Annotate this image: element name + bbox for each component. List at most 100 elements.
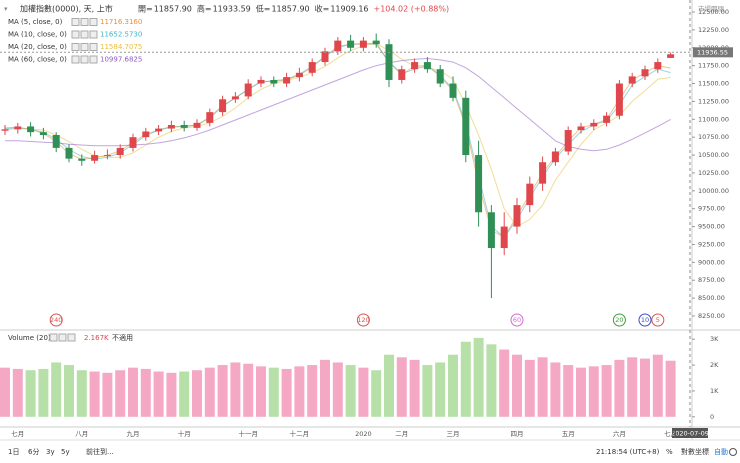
y-tick-label: 0 [710,413,714,421]
candle-body [641,69,649,77]
candle-body [628,76,636,84]
ohlc-value: 11857.90 [271,5,309,14]
candle-body [372,40,380,45]
settings-icon[interactable] [729,448,737,456]
legend-icon [89,18,98,26]
legend-name: MA (20, close, 0) [8,43,67,51]
y-tick-label: 10500.00 [698,151,729,159]
volume-bar [614,359,625,417]
candle-body [615,83,623,116]
period-label: 120 [357,316,369,324]
volume-bar [448,354,458,417]
candle-body [347,40,355,48]
candle-body [475,155,483,213]
candle-body [129,137,137,148]
volume-bar [76,370,87,417]
x-tick-label: 四月 [511,430,524,438]
legend-value: 11716.3160 [100,18,142,26]
legend-icon [89,55,98,64]
volume-bar [435,362,446,417]
candle-body [526,183,534,206]
ohlc-label: 低= [256,4,271,14]
volume-bar [473,337,484,417]
x-tick-label: 七月 [11,429,24,438]
icon[interactable] [67,333,76,342]
candle-body [321,51,329,63]
y-tick-label: 9250.00 [698,240,725,248]
percent-button[interactable]: % [666,448,673,456]
legend-name: MA (5, close, 0) [8,18,63,26]
period-label: 5 [656,316,660,324]
range-button[interactable]: 1日 [8,448,19,456]
volume-bar [89,371,100,417]
volume-bar [307,365,318,417]
crosshair-date: 2020-07-09 [671,430,709,438]
volume-bar [460,341,471,417]
volume-bar [128,367,138,417]
period-marker [49,313,63,327]
candle-body [180,125,188,128]
y-tick-label: 11500.00 [698,80,729,88]
volume-note: 不適用 [112,333,133,342]
auto-button[interactable]: 自動 [714,447,728,456]
icon[interactable] [58,333,67,342]
candle-body [39,132,47,136]
ohlc-value: 11933.59 [213,5,251,14]
ma-line [5,57,671,152]
candle-body [27,126,35,133]
candle-body [551,151,559,163]
period-label: 60 [513,316,521,324]
volume-bar [243,363,254,417]
collapse-icon[interactable]: ▾ [4,5,8,13]
volume-bar [64,365,74,417]
range-button[interactable]: 6分 [28,447,39,456]
volume-bar [345,365,356,417]
candle-body [462,97,470,156]
volume-bar [652,354,663,417]
candle-body [193,122,201,128]
candle-body [564,130,572,152]
y-tick-label: 12250.00 [698,26,729,34]
legend-icon [71,30,80,39]
legend-name: MA (60, close, 0) [8,56,67,64]
volume-bar [371,370,382,417]
volume-bar [12,368,23,417]
x-tick-label: 十二月 [290,429,310,438]
volume-bar [166,372,177,417]
legend-icon [80,18,89,26]
volume-bar [537,357,548,417]
candle-body [142,131,150,138]
volume-bar [409,359,420,417]
volume-bar [153,371,164,417]
candle-body [167,125,175,129]
candle-body [411,62,419,70]
log-button[interactable]: 對數坐標 [681,447,709,456]
icon[interactable] [49,333,58,342]
range-button[interactable]: 3y [46,448,55,456]
x-tick-label: 三月 [447,430,460,438]
y-tick-label: 2K [710,361,719,369]
volume-bar [384,354,394,417]
legend-icon [71,55,80,64]
y-tick-label: 11750.00 [698,62,729,70]
last-price-label: 11936.55 [697,48,728,56]
volume-bar [140,368,151,417]
legend-icon [80,55,89,64]
goto-button[interactable]: 前往到... [86,447,114,456]
legend-icon [80,30,89,39]
ohlc-label: 高= [197,4,212,14]
candle-body [334,40,342,52]
candle-body [359,40,367,48]
candle-body [219,99,227,113]
volume-bar [627,357,638,417]
range-button[interactable]: 5y [61,448,70,456]
candle-body [513,205,521,227]
candle-body [308,62,316,73]
candle-body [244,83,252,97]
x-tick-label: 十月 [178,429,191,438]
volume-bar [588,366,599,417]
y-tick-label: 12500.00 [698,8,729,16]
legend-icon [80,43,89,51]
legend-value: 11584.7075 [100,43,142,51]
x-tick-label: 2020 [355,430,372,438]
